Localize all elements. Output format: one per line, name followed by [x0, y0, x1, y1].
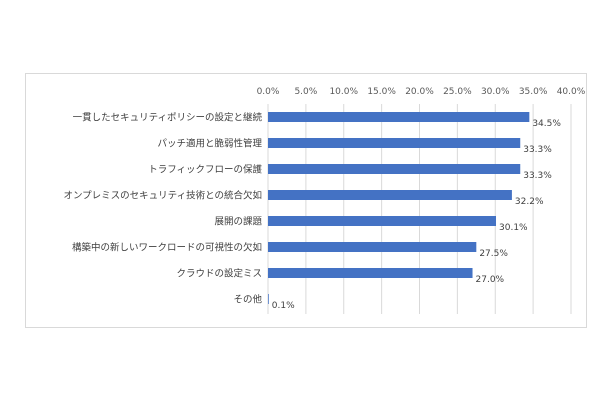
data-label: 33.3% [523, 171, 552, 181]
category-label: 一貫したセキュリティポリシーの設定と継続 [73, 112, 263, 124]
data-label: 27.0% [476, 275, 505, 285]
category-label: クラウドの設定ミス [176, 268, 262, 280]
bar [268, 216, 497, 226]
bar-chart: 0.0% 5.0% 10.0% 15.0% 20.0% 25.0% 30.0% 35.0% 40… [63, 87, 586, 314]
bar [268, 164, 521, 174]
bar [268, 294, 269, 304]
category-label: 展開の課題 [214, 216, 262, 228]
bar [268, 190, 512, 200]
bar [268, 138, 521, 148]
data-label: 33.3% [523, 145, 552, 155]
data-label: 27.5% [479, 249, 508, 259]
category-label: 構築中の新しいワークロードの可視性の欠如 [72, 242, 262, 254]
category-label: オンプレミスのセキュリティ技術との統合欠如 [63, 190, 262, 202]
x-tick-label: 25.0% [443, 87, 472, 97]
category-label: トラフィックフローの保護 [148, 164, 262, 176]
x-tick-label: 10.0% [329, 87, 358, 97]
bar [268, 242, 477, 252]
data-label: 34.5% [532, 119, 561, 129]
data-label: 32.2% [515, 197, 544, 207]
category-label: パッチ適用と脆弱性管理 [157, 138, 262, 150]
category-label: その他 [233, 294, 262, 306]
x-tick-label: 0.0% [257, 87, 280, 97]
x-tick-label: 35.0% [519, 87, 548, 97]
data-label: 30.1% [499, 223, 528, 233]
data-label: 0.1% [272, 301, 295, 311]
x-tick-label: 40.0% [557, 87, 586, 97]
x-tick-label: 30.0% [481, 87, 510, 97]
x-tick-label: 15.0% [367, 87, 396, 97]
chart-frame: 0.0% 5.0% 10.0% 15.0% 20.0% 25.0% 30.0% 35.0% 40… [25, 73, 587, 328]
bar [268, 268, 473, 278]
x-tick-label: 5.0% [294, 87, 317, 97]
bar [268, 112, 530, 122]
x-tick-label: 20.0% [405, 87, 434, 97]
